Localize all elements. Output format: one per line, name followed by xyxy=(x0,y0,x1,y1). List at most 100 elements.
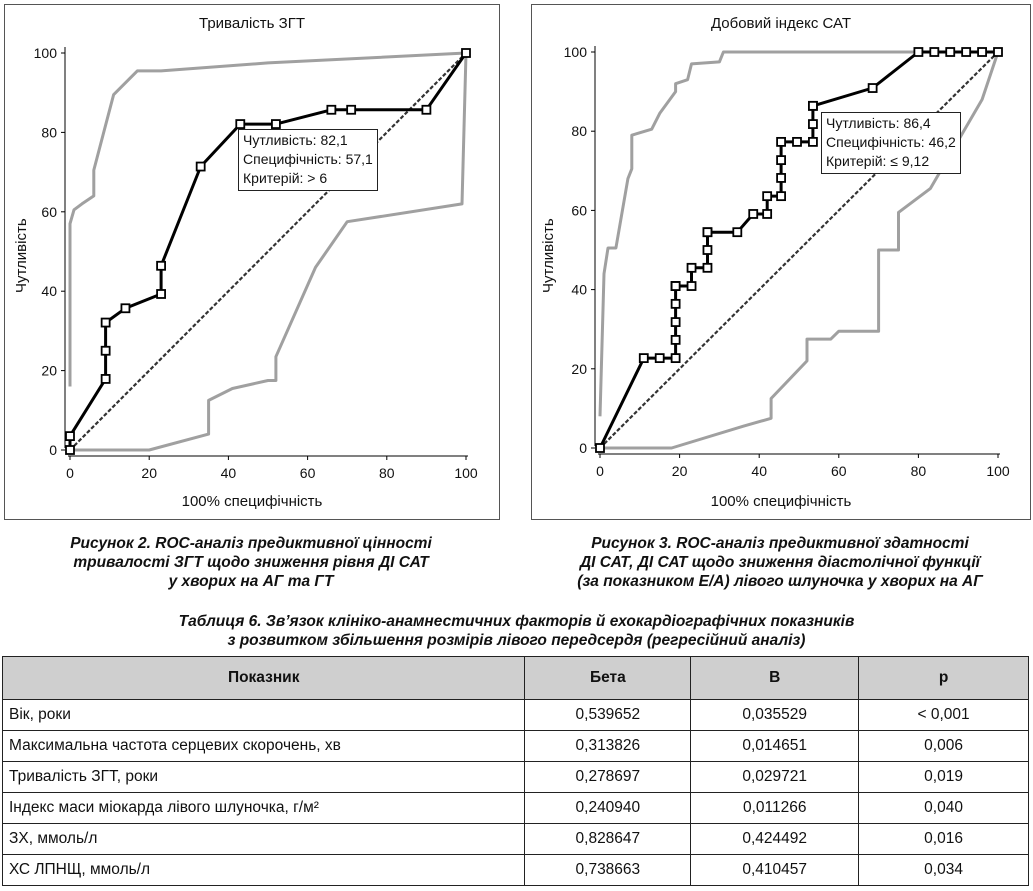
x-tick-label: 100 xyxy=(454,465,478,481)
roc-point-marker xyxy=(156,260,166,271)
table-row: Тривалість ЗГТ, роки 0,278697 0,029721 0… xyxy=(1,761,1029,793)
roc-point-marker xyxy=(762,209,773,219)
cell-indicator: Максимальна частота серцевих скорочень, … xyxy=(1,730,526,762)
roc-point-marker xyxy=(65,445,75,455)
y-tick-label: 80 xyxy=(571,123,587,139)
roc-point-marker xyxy=(961,47,972,57)
x-tick-label: 80 xyxy=(911,463,927,479)
chart-title: Добовий індекс САТ xyxy=(710,15,852,32)
roc-point-marker xyxy=(945,47,956,57)
annotation-sensitivity: Чутливість: 86,4 xyxy=(826,115,931,131)
roc-point-marker xyxy=(120,303,131,314)
confidence-band-line xyxy=(70,52,468,452)
roc-point-marker xyxy=(776,155,786,166)
header-p: p xyxy=(858,656,1029,700)
y-tick-label: 40 xyxy=(41,283,57,299)
cell-b: 0,029721 xyxy=(690,761,860,793)
y-tick-label: 0 xyxy=(579,440,587,456)
header-beta: Бета xyxy=(524,656,692,700)
caption-line: ДІ САТ, ДІ САТ щодо зниження діастолічно… xyxy=(579,554,980,571)
table-row: Вік, роки 0,539652 0,035529 < 0,001 xyxy=(1,699,1029,731)
roc-point-marker xyxy=(235,119,246,129)
cell-beta: 0,539652 xyxy=(524,699,692,731)
roc-point-marker xyxy=(702,227,713,238)
cell-beta: 0,828647 xyxy=(524,823,692,855)
roc-point-marker xyxy=(686,281,697,291)
header-b: B xyxy=(690,656,860,700)
roc-point-marker xyxy=(732,227,743,238)
cell-beta: 0,313826 xyxy=(524,730,692,762)
caption-line: Таблиця 6. Зв’язок клініко-анамнестичних… xyxy=(178,613,855,630)
table-row: Індекс маси міокарда лівого шлуночка, г/… xyxy=(1,792,1029,824)
cell-beta: 0,240940 xyxy=(524,792,692,824)
roc-point-marker xyxy=(65,431,75,442)
cell-b: 0,014651 xyxy=(690,730,860,762)
roc-point-marker xyxy=(762,191,773,202)
chart-title: Тривалість ЗГТ xyxy=(199,15,305,32)
cell-b: 0,035529 xyxy=(690,699,860,731)
cell-p: 0,034 xyxy=(858,854,1029,886)
annotation-sensitivity: Чутливість: 82,1 xyxy=(243,132,348,148)
table-row: Максимальна частота серцевих скорочень, … xyxy=(1,730,1029,762)
roc-point-marker xyxy=(100,374,111,384)
x-tick-label: 100 xyxy=(986,463,1010,479)
cell-b: 0,424492 xyxy=(690,823,860,855)
cell-indicator: ЗХ, ммоль/л xyxy=(1,823,526,855)
roc-point-marker xyxy=(867,83,878,93)
cell-indicator: ХС ЛПНЩ, ммоль/л xyxy=(1,854,526,886)
y-tick-label: 0 xyxy=(49,442,57,458)
y-axis-label: Чутливість xyxy=(13,218,30,293)
x-tick-label: 40 xyxy=(221,465,237,481)
roc-annotation-box: Чутливість: 86,4 Специфічність: 46,2 Кри… xyxy=(821,112,961,174)
roc-point-marker xyxy=(670,353,681,364)
y-tick-label: 100 xyxy=(564,44,588,60)
x-tick-label: 20 xyxy=(672,463,688,479)
roc-point-marker xyxy=(326,104,337,115)
y-tick-label: 80 xyxy=(41,124,57,140)
table-row: ХС ЛПНЩ, ммоль/л 0,738663 0,410457 0,034 xyxy=(1,854,1029,886)
annotation-specificity: Специфічність: 57,1 xyxy=(243,151,373,167)
roc-point-marker xyxy=(100,317,111,328)
roc-point-marker xyxy=(776,136,786,147)
roc-point-marker xyxy=(195,161,206,172)
table-row: ЗХ, ммоль/л 0,828647 0,424492 0,016 xyxy=(1,823,1029,855)
table-header-row: Показник Бета B p xyxy=(1,656,1029,700)
roc-point-marker xyxy=(461,48,471,58)
header-indicator: Показник xyxy=(1,656,526,700)
cell-p: 0,040 xyxy=(858,792,1029,824)
cell-beta: 0,278697 xyxy=(524,761,692,793)
reference-diagonal-line xyxy=(69,52,467,451)
figure-3-plot: 0 20 40 60 80 100 0 20 40 60 80 100 xyxy=(564,44,1010,479)
cell-b: 0,011266 xyxy=(690,792,860,824)
caption-line: у хворих на АГ та ГТ xyxy=(168,573,334,590)
roc-point-marker xyxy=(748,209,759,219)
cell-p: 0,016 xyxy=(858,823,1029,855)
roc-point-marker xyxy=(929,47,940,57)
roc-point-marker xyxy=(670,281,681,291)
roc-point-marker xyxy=(271,119,281,129)
cell-p: 0,019 xyxy=(858,761,1029,793)
caption-line: (за показником Е/А) лівого шлуночка у хв… xyxy=(577,573,983,590)
roc-point-marker xyxy=(808,100,818,111)
x-tick-label: 80 xyxy=(379,465,395,481)
roc-point-marker xyxy=(702,245,713,255)
roc-point-marker xyxy=(654,353,665,364)
roc-point-marker xyxy=(776,173,786,183)
roc-point-marker xyxy=(808,136,818,147)
roc-point-marker xyxy=(993,47,1003,57)
regression-table: Показник Бета B p Вік, роки 0,539652 0,0… xyxy=(1,656,1029,886)
x-tick-label: 0 xyxy=(66,465,74,481)
roc-point-marker xyxy=(156,289,166,299)
roc-point-marker xyxy=(421,104,432,115)
reference-diagonal-line xyxy=(599,51,999,449)
cell-p: < 0,001 xyxy=(858,699,1029,731)
x-tick-label: 40 xyxy=(751,463,767,479)
y-tick-label: 20 xyxy=(571,361,587,377)
y-tick-label: 40 xyxy=(571,282,587,298)
cell-indicator: Індекс маси міокарда лівого шлуночка, г/… xyxy=(1,792,526,824)
cell-indicator: Тривалість ЗГТ, роки xyxy=(1,761,526,793)
figure-2-chart: 0 20 40 60 80 100 0 20 40 60 80 100 Тривалість ЗГТ … xyxy=(4,4,500,520)
caption-line: Рисунок 2. ROC-аналіз предиктивної цінно… xyxy=(70,535,432,552)
x-tick-label: 0 xyxy=(596,463,604,479)
roc-point-marker xyxy=(686,262,697,273)
